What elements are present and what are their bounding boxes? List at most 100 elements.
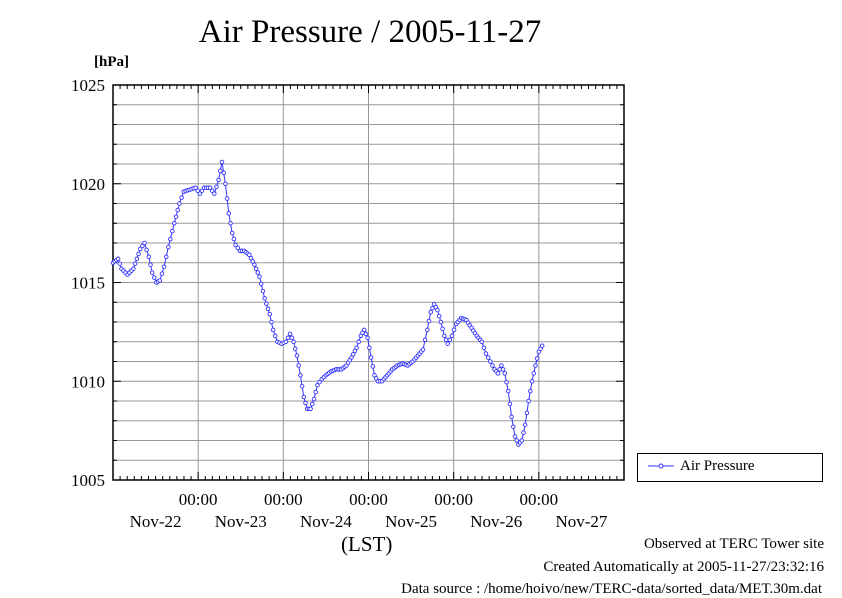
data-point [495,371,501,376]
data-point [199,188,205,193]
data-source-note: Data source : /home/hoivo/new/TERC-data/… [401,581,822,597]
data-point [195,188,200,193]
data-point [293,346,298,351]
data-point [166,244,171,250]
data-point [255,270,261,275]
x-date-label: Nov-23 [215,512,267,531]
data-point [479,339,485,345]
data-point [283,339,289,345]
data-point [212,191,217,196]
x-time-label: 00:00 [179,490,218,509]
data-point [317,379,322,385]
data-point [313,389,318,395]
data-point [539,343,545,348]
data-point [235,245,241,251]
data-point [442,333,447,339]
data-point [146,254,152,260]
data-point [451,327,457,333]
data-point [445,341,450,346]
data-point [296,363,301,368]
data-point [252,262,257,267]
data-point [170,228,175,234]
data-point [524,410,530,416]
data-point [298,373,303,378]
data-point [291,339,296,345]
data-point [526,398,531,404]
data-point [177,201,182,206]
data-point [131,266,136,271]
data-point [231,236,237,242]
y-tick-label: 1020 [71,175,105,194]
data-point [132,261,138,266]
x-time-label: 00:00 [349,490,388,509]
data-point [481,345,487,350]
data-point [287,331,293,337]
data-point [420,347,426,352]
data-point [528,388,533,394]
data-point [168,236,173,242]
data-point [214,184,219,189]
data-point [426,318,432,324]
x-time-label: 00:00 [519,490,558,509]
data-point [264,301,269,306]
data-point [354,345,359,350]
data-point [219,159,225,165]
data-point [172,221,177,226]
data-point [152,275,157,280]
data-point [483,351,489,356]
data-point [301,394,307,400]
x-time-label: 00:00 [264,490,303,509]
data-point [512,434,518,439]
data-point [531,371,536,376]
data-point [350,352,356,357]
data-point [224,196,230,201]
data-point [157,278,163,283]
data-point [207,185,213,190]
x-axis-label: (LST) [341,532,393,556]
chart-title: Air Pressure / 2005-11-27 [198,14,542,50]
x-date-label: Nov-25 [385,512,437,531]
data-point [428,309,433,315]
data-point [440,326,445,332]
x-time-label: 00:00 [434,490,473,509]
data-point [140,243,145,249]
data-point [270,327,276,333]
data-point [425,327,430,333]
data-point [148,262,153,267]
data-point [179,195,184,200]
data-point [490,363,495,368]
data-point [294,353,300,358]
data-point [142,240,147,246]
data-point [233,242,238,248]
data-point [285,335,291,341]
data-point [289,335,295,341]
data-point [315,382,320,388]
data-point [117,261,123,266]
data-point [272,333,278,339]
data-point [509,414,514,420]
data-point [367,345,372,350]
data-point [443,337,449,343]
data-point [436,313,442,319]
data-point [438,319,444,325]
data-point [514,438,519,443]
data-point [248,255,254,261]
data-point [505,388,511,394]
data-point [522,422,528,427]
data-point [229,230,235,236]
data-point [449,333,455,339]
x-date-label: Nov-22 [130,512,182,531]
data-point [173,214,179,219]
data-point [134,256,140,262]
data-point [138,246,143,252]
data-point [221,170,226,176]
data-point [519,438,525,443]
data-point [262,296,267,301]
data-point [197,191,203,196]
data-point [500,367,506,372]
x-date-label: Nov-24 [300,512,352,531]
data-point [216,177,221,183]
data-point [435,307,440,313]
data-point [161,264,167,269]
